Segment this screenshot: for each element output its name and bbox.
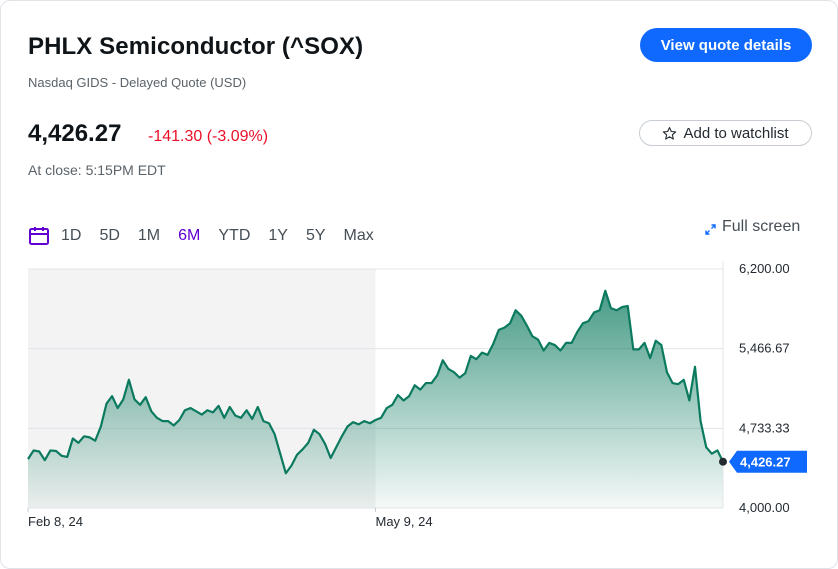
- full-screen-label: Full screen: [722, 218, 801, 235]
- range-5y[interactable]: 5Y: [305, 227, 326, 244]
- last-price-tag: [729, 450, 807, 473]
- y-tick-label: 6,200.00: [739, 261, 790, 276]
- expand-icon: [705, 222, 716, 235]
- range-max[interactable]: Max: [343, 227, 374, 244]
- page-title: PHLX Semiconductor (^SOX): [28, 33, 364, 60]
- view-quote-details-button[interactable]: View quote details: [640, 28, 812, 62]
- y-tick-label: 5,466.67: [739, 341, 790, 356]
- range-1y[interactable]: 1Y: [268, 227, 288, 244]
- full-screen-button[interactable]: Full screen: [705, 218, 800, 236]
- range-1d[interactable]: 1D: [61, 227, 82, 244]
- last-price-dot: [719, 457, 727, 466]
- price-chart[interactable]: 6,200.00 5,466.67 4,733.33 4,000.00 Feb 8, …: [1, 256, 838, 546]
- range-ytd[interactable]: YTD: [218, 227, 251, 244]
- price-area: [28, 290, 723, 508]
- price-line: [27, 289, 724, 475]
- exchange-subtitle: Nasdaq GIDS - Delayed Quote (USD): [28, 75, 247, 90]
- range-selector: 1D 5D 1M 6M YTD 1Y 5Y Max: [28, 224, 392, 248]
- add-to-watchlist-button[interactable]: Add to watchlist: [639, 120, 812, 146]
- range-5d[interactable]: 5D: [99, 227, 120, 244]
- close-time: At close: 5:15PM EDT: [28, 162, 166, 178]
- y-tick-label: 4,000.00: [739, 500, 790, 515]
- x-tick-label: Feb 8, 24: [28, 514, 83, 529]
- range-6m[interactable]: 6M: [178, 227, 201, 244]
- current-price: 4,426.27: [28, 120, 122, 147]
- star-icon: [662, 126, 677, 141]
- x-tick-label: May 9, 24: [376, 514, 433, 529]
- last-price-label: 4,426.27: [740, 455, 791, 470]
- watchlist-label: Add to watchlist: [683, 124, 789, 142]
- calendar-icon[interactable]: [28, 225, 50, 247]
- price-change: -141.30 (-3.09%): [148, 128, 269, 145]
- y-tick-label: 4,733.33: [739, 420, 790, 435]
- range-1m[interactable]: 1M: [137, 227, 161, 244]
